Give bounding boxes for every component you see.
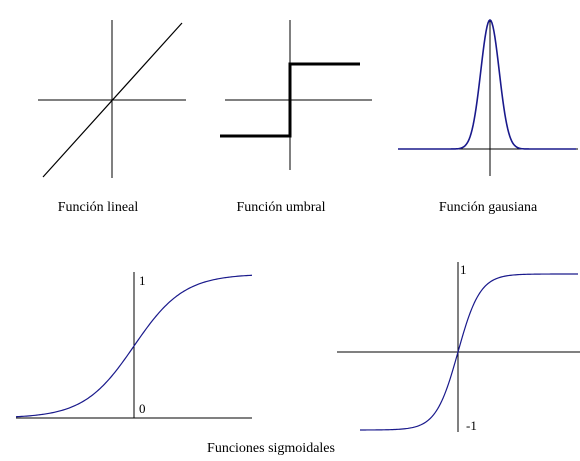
linear-function-line bbox=[42, 22, 183, 178]
tanh-tick-top: 1 bbox=[460, 262, 467, 277]
logistic-curve bbox=[15, 274, 253, 418]
panel-linear: Función lineal bbox=[38, 20, 186, 215]
panel-gaussian: Función gausiana bbox=[398, 18, 578, 215]
caption-linear: Función lineal bbox=[58, 200, 139, 215]
tanh-tick-bottom: -1 bbox=[466, 418, 477, 433]
logistic-tick-bottom: 0 bbox=[139, 401, 146, 416]
caption-threshold: Función umbral bbox=[236, 200, 325, 215]
threshold-step-line bbox=[220, 62, 360, 138]
panel-sigmoid-tanh: 1 -1 bbox=[337, 262, 580, 433]
panel-threshold: Función umbral bbox=[220, 20, 372, 215]
tanh-curve bbox=[360, 273, 578, 431]
group-caption-sigmoid: Funciones sigmoidales bbox=[207, 441, 335, 456]
gaussian-curve bbox=[398, 18, 576, 150]
panel-sigmoid-logistic: 1 0 bbox=[15, 272, 253, 419]
logistic-tick-top: 1 bbox=[139, 273, 146, 288]
caption-gaussian: Función gausiana bbox=[439, 200, 538, 215]
